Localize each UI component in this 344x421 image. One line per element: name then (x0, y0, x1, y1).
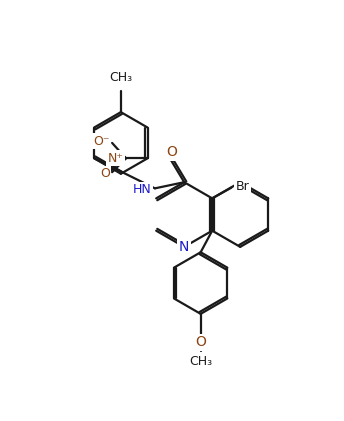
Text: O: O (195, 336, 206, 349)
Text: O: O (100, 167, 110, 180)
Text: HN: HN (132, 184, 151, 196)
Text: CH₃: CH₃ (189, 355, 212, 368)
Text: O⁻: O⁻ (93, 135, 110, 148)
Text: N⁺: N⁺ (108, 152, 123, 165)
Text: Br: Br (235, 179, 249, 192)
Text: CH₃: CH₃ (109, 72, 132, 84)
Text: N: N (179, 240, 190, 254)
Text: O: O (166, 145, 177, 159)
